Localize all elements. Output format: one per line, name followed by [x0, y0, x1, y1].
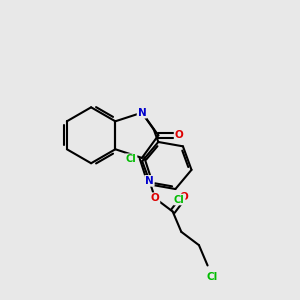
Text: Cl: Cl: [174, 194, 184, 205]
Text: O: O: [179, 192, 188, 202]
Text: N: N: [138, 108, 146, 118]
Text: N: N: [145, 176, 154, 186]
Text: Cl: Cl: [126, 154, 136, 164]
Text: O: O: [175, 130, 183, 140]
Text: Cl: Cl: [207, 272, 218, 282]
Text: O: O: [151, 193, 159, 203]
